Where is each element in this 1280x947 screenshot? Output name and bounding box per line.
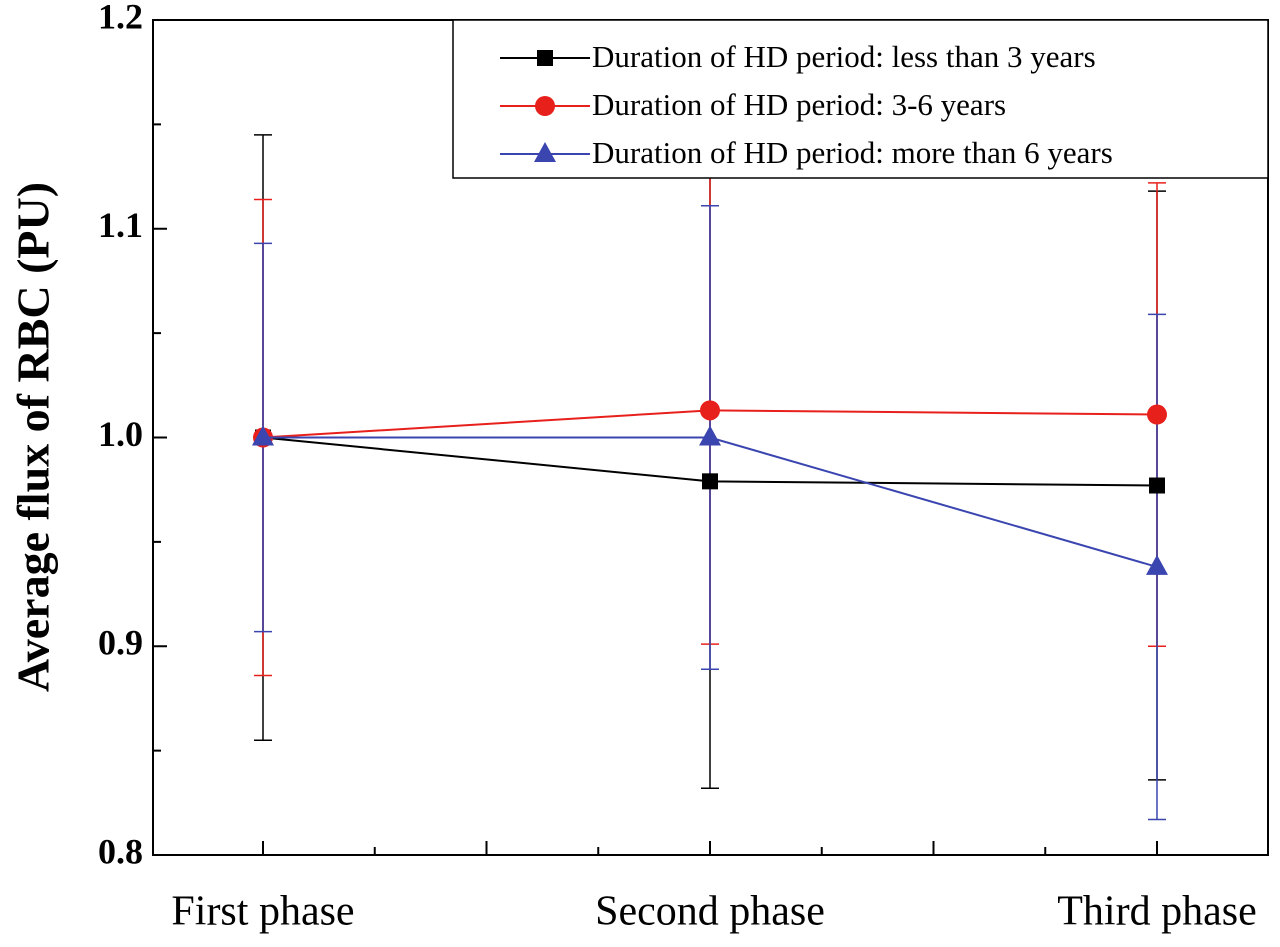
y-tick-label: 1.0 xyxy=(98,414,143,454)
data-point xyxy=(1149,477,1165,494)
data-point xyxy=(700,400,720,421)
legend-label: Duration of HD period: more than 6 years xyxy=(592,135,1113,170)
data-point xyxy=(699,425,721,446)
legend-box xyxy=(452,19,1269,179)
y-tick-label: 0.8 xyxy=(98,831,143,871)
x-tick-label: First phase xyxy=(171,889,354,935)
data-point xyxy=(1146,554,1168,575)
legend-label: Duration of HD period: 3-6 years xyxy=(592,87,1006,122)
data-point xyxy=(252,425,274,446)
legend-marker xyxy=(534,142,556,162)
legend-marker xyxy=(537,50,553,66)
y-tick-label: 0.9 xyxy=(98,623,143,663)
x-tick-label: Third phase xyxy=(1057,889,1256,935)
x-tick-label: Second phase xyxy=(595,889,825,935)
data-point xyxy=(1147,404,1167,425)
legend-label: Duration of HD period: less than 3 years xyxy=(592,39,1096,74)
y-axis-title: Average flux of RBC (PU) xyxy=(8,182,59,692)
y-tick-label: 1.2 xyxy=(98,0,143,36)
legend-marker xyxy=(535,96,555,116)
y-tick-label: 1.1 xyxy=(98,205,143,245)
data-point xyxy=(702,473,718,490)
